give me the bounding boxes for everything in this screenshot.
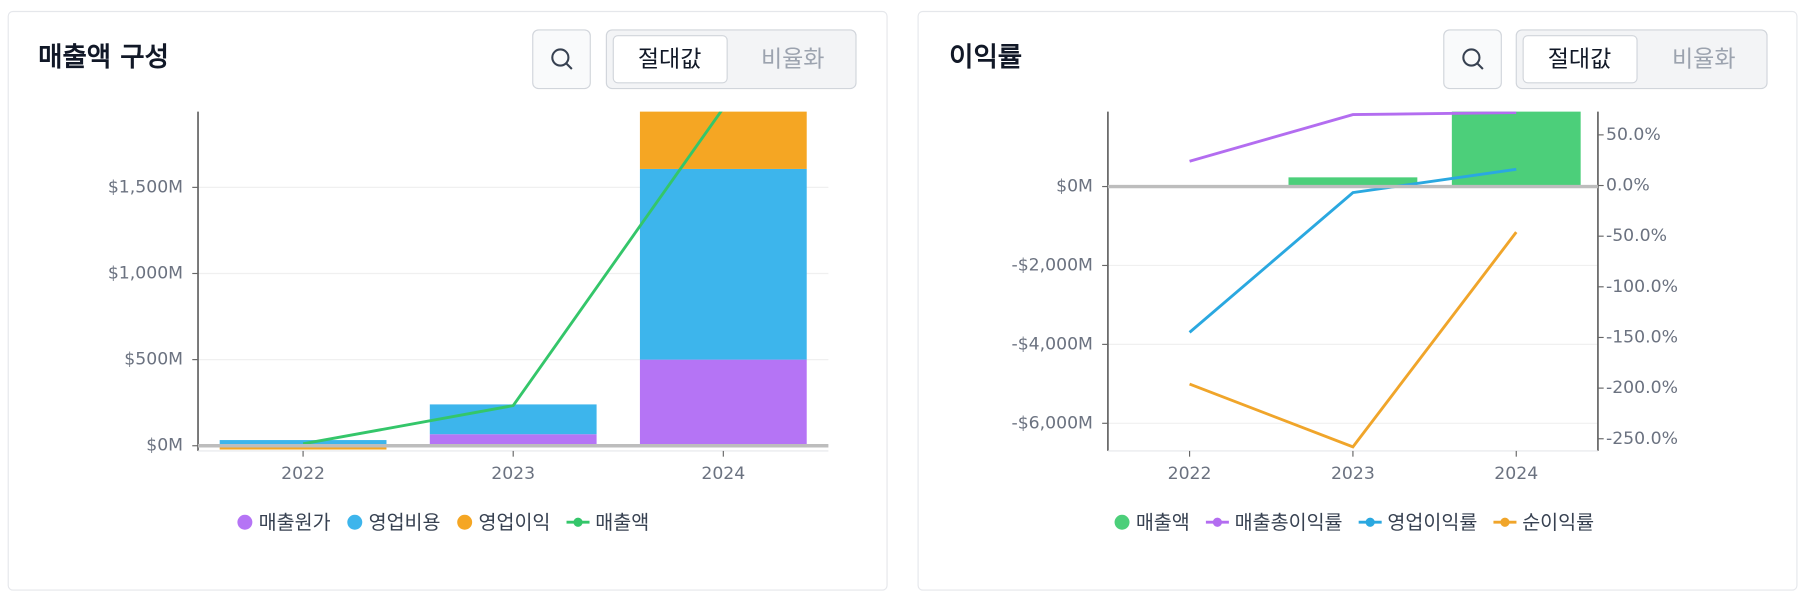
line-series — [1189, 111, 1517, 163]
y-tick-label: -$6,000M — [1011, 413, 1092, 433]
legend-swatch — [1212, 517, 1223, 527]
line-series — [1189, 231, 1518, 449]
y2-tick-label: -200.0% — [1606, 378, 1678, 398]
panel-title: 이익률 — [949, 42, 1022, 73]
line-series — [302, 111, 723, 446]
search-button[interactable] — [1443, 29, 1502, 90]
y-tick-label: $0M — [1056, 177, 1093, 197]
y-tick-label: -$2,000M — [1011, 255, 1092, 275]
legend-label: 순이익률 — [1522, 511, 1594, 534]
bar — [639, 359, 807, 446]
search-icon — [565, 62, 573, 70]
search-icon — [551, 48, 570, 67]
toggle-option[interactable]: 절대값 — [638, 46, 701, 72]
x-tick-label: 2024 — [1494, 464, 1538, 484]
y2-tick-label: -150.0% — [1606, 327, 1678, 347]
search-icon — [1462, 48, 1481, 67]
panel: 이익률 절대값 비율화 — [917, 10, 1798, 591]
plot-area — [1125, 111, 1581, 449]
legend-label: 매출액 — [595, 511, 649, 534]
toggle-active[interactable] — [612, 35, 728, 84]
y2-tick-label: -100.0% — [1606, 277, 1678, 297]
toggle-option[interactable]: 비율화 — [1672, 46, 1735, 72]
y-tick-label: $500M — [124, 350, 183, 370]
x-tick-label: 2022 — [1168, 464, 1212, 484]
panel-frame — [917, 10, 1798, 591]
panel-title: 매출액 구성 — [38, 42, 169, 73]
y2-tick-label: -250.0% — [1606, 429, 1678, 449]
y-tick-label: $1,500M — [108, 177, 183, 197]
x-tick-label: 2024 — [701, 464, 745, 484]
bar — [429, 434, 597, 446]
search-icon — [1476, 62, 1484, 70]
legend-label: 매출액 — [1136, 511, 1190, 534]
x-tick-label: 2023 — [491, 464, 535, 484]
toggle-option[interactable]: 절대값 — [1548, 46, 1611, 72]
toggle-active[interactable] — [1522, 35, 1638, 84]
plot-area — [219, 111, 807, 450]
y-tick-label: -$4,000M — [1011, 334, 1092, 354]
legend-label: 매출원가 — [259, 511, 331, 534]
legend-label: 매출총이익률 — [1235, 511, 1343, 534]
legend-swatch — [347, 514, 363, 530]
legend-swatch — [573, 517, 583, 527]
search-button[interactable] — [532, 29, 591, 90]
toggle-option[interactable]: 비율화 — [761, 46, 824, 72]
bar — [639, 168, 807, 360]
legend-label: 영업이익 — [478, 511, 550, 534]
bar — [639, 111, 807, 169]
legend-swatch — [1365, 517, 1375, 527]
line-series — [1188, 167, 1517, 334]
legend: 매출원가 영업비용 영업이익 매출액 — [237, 511, 649, 534]
bar — [219, 445, 387, 450]
legend-swatch — [457, 514, 473, 530]
legend-label: 영업비용 — [369, 511, 441, 534]
legend: 매출액 매출총이익률 영업이익률 순이익률 — [1114, 511, 1594, 534]
legend-swatch — [237, 514, 253, 530]
bar — [429, 404, 597, 435]
y2-tick-label: 50.0% — [1606, 125, 1661, 145]
y-tick-label: $0M — [146, 436, 183, 456]
x-tick-label: 2023 — [1331, 464, 1375, 484]
y2-tick-label: 0.0% — [1606, 176, 1650, 196]
legend-label: 영업이익률 — [1387, 511, 1477, 534]
x-tick-label: 2022 — [281, 464, 325, 484]
legend-swatch — [1500, 517, 1510, 527]
y-tick-label: $1,000M — [108, 263, 183, 283]
bar — [1288, 177, 1418, 187]
y2-tick-label: -50.0% — [1606, 226, 1667, 246]
legend-swatch — [1114, 514, 1130, 530]
